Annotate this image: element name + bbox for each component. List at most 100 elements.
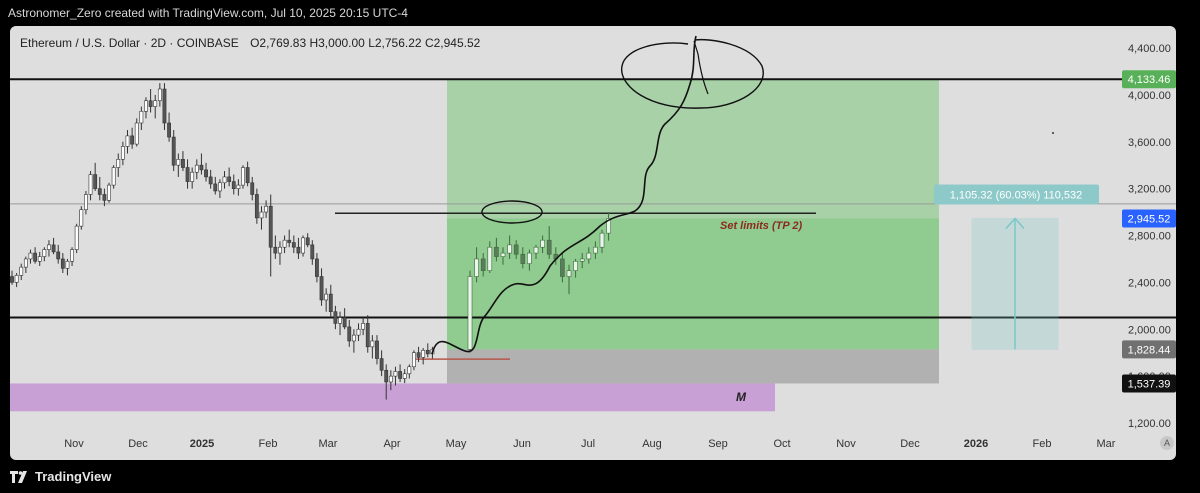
y-axis-tick-label: 2,800.00	[1128, 231, 1171, 243]
candle-body	[213, 183, 218, 192]
candle	[134, 118, 139, 147]
candle-body	[125, 135, 130, 147]
candle	[231, 174, 236, 195]
candle-body	[190, 171, 195, 182]
candle-body	[566, 270, 572, 277]
candle-body	[199, 164, 204, 171]
candle-body	[338, 317, 342, 324]
candle-body	[342, 317, 347, 328]
candle-body	[79, 209, 84, 227]
x-axis-tick-label: Apr	[383, 438, 400, 450]
candle	[273, 235, 278, 259]
candle-body	[412, 352, 416, 368]
candle	[278, 241, 282, 265]
candle-body	[361, 323, 366, 330]
x-axis-tick-label: Mar	[1097, 438, 1116, 450]
candle	[153, 94, 158, 119]
ohlc-close: C2,945.52	[424, 36, 481, 50]
tradingview-logo-icon	[10, 470, 27, 483]
candle-body	[533, 246, 539, 254]
candle-body	[23, 258, 28, 268]
candle	[33, 247, 38, 264]
x-axis-tick-label: Sep	[708, 438, 728, 450]
candle-body	[546, 239, 552, 255]
price-badge-bg	[1122, 340, 1176, 359]
candle	[199, 153, 204, 175]
x-axis-tick-label: Jun	[513, 438, 531, 450]
candle	[181, 151, 185, 172]
candle	[474, 247, 479, 283]
x-axis-tick-label: Feb	[259, 438, 278, 450]
candle	[388, 370, 393, 391]
candle	[342, 308, 347, 330]
candle-body	[139, 110, 144, 124]
candle	[162, 83, 167, 131]
candle-body	[282, 239, 287, 248]
price-badge-bg	[1122, 374, 1176, 393]
candle	[23, 256, 28, 273]
candle-body	[507, 244, 512, 254]
x-axis-tick-label: Dec	[900, 438, 920, 450]
candle	[586, 247, 592, 264]
candle	[227, 167, 232, 187]
candle	[315, 253, 319, 283]
y-axis-tick-label: 3,200.00	[1128, 184, 1171, 196]
candle-body	[407, 366, 412, 375]
price-badge-black: 1,537.39	[1128, 378, 1171, 390]
candle-body	[37, 256, 42, 262]
candle-body	[388, 375, 393, 383]
candle-body	[328, 293, 333, 312]
candle	[467, 270, 473, 353]
candle-body	[134, 122, 139, 145]
candle	[102, 188, 107, 207]
candle-body	[319, 276, 324, 301]
candle-body	[222, 176, 227, 184]
auto-scale-button[interactable]: A	[1160, 436, 1174, 450]
candle	[412, 350, 416, 371]
candle-body	[375, 340, 379, 359]
candle-body	[606, 218, 611, 234]
candle	[97, 176, 102, 201]
ohlc-open: O2,769.83	[250, 36, 307, 50]
candle	[60, 253, 65, 273]
candle-body	[278, 246, 282, 254]
chart-panel[interactable]: M Set limits (TP 2) 1,105.32 (60.03%) 110,…	[10, 26, 1176, 460]
tradingview-logo[interactable]: TradingView	[10, 469, 111, 484]
candle	[47, 240, 51, 257]
candle	[208, 169, 213, 189]
price-chart[interactable]: M Set limits (TP 2) 1,105.32 (60.03%) 110,…	[10, 26, 1176, 460]
candle	[402, 369, 407, 384]
candle-body	[47, 244, 51, 250]
candle-body	[474, 258, 479, 277]
candle-body	[28, 252, 33, 260]
candle-body	[107, 184, 111, 201]
candle-body	[218, 182, 222, 192]
candle	[361, 317, 366, 336]
candle-body	[573, 260, 578, 271]
candle	[370, 335, 375, 359]
candle-body	[264, 205, 269, 213]
candle-body	[421, 350, 426, 358]
candle	[167, 112, 171, 142]
candle	[546, 226, 552, 259]
candle-body	[144, 100, 148, 112]
candle-body	[333, 311, 338, 324]
candle	[347, 319, 352, 347]
candle	[379, 350, 384, 377]
candle	[10, 270, 14, 285]
candle-body	[153, 100, 158, 107]
candle	[37, 251, 42, 266]
candle-body	[500, 252, 506, 257]
candle	[487, 241, 493, 273]
candle-body	[273, 246, 278, 254]
x-axis-tick-label: 2026	[964, 438, 988, 450]
candle	[407, 364, 412, 379]
candle-body	[176, 159, 181, 166]
x-axis-tick-label: Oct	[773, 438, 790, 450]
candle-body	[416, 352, 421, 358]
candle-body	[527, 252, 532, 264]
candle	[593, 241, 598, 259]
candle-body	[167, 122, 171, 138]
candle	[310, 240, 315, 265]
candle	[333, 305, 338, 330]
